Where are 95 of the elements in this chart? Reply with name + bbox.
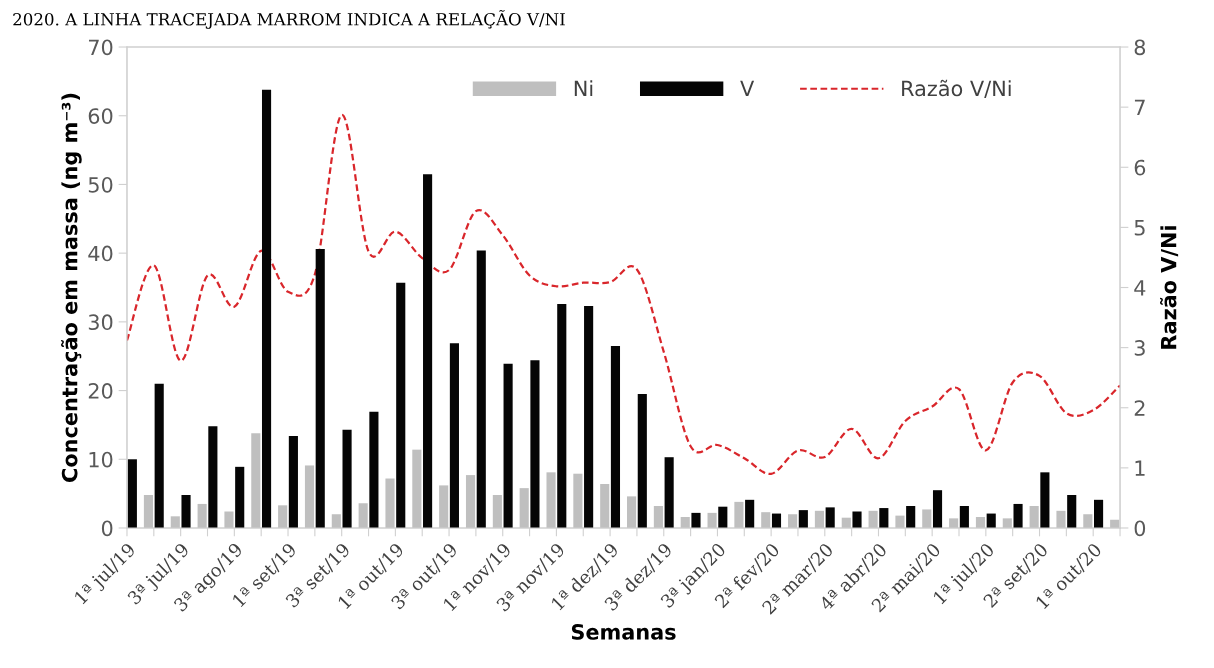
bar <box>476 250 486 528</box>
bar <box>975 516 986 528</box>
bar <box>745 499 755 528</box>
bar <box>503 363 513 528</box>
bar <box>181 495 191 528</box>
bar <box>1056 510 1066 528</box>
bar <box>610 345 621 528</box>
bar <box>235 466 245 528</box>
bar <box>637 394 647 528</box>
legend-label: V <box>740 80 755 97</box>
bar <box>369 411 379 528</box>
y-tick-label: 60 <box>88 108 113 124</box>
bar <box>546 472 556 528</box>
bar <box>557 304 567 528</box>
bar <box>664 457 674 528</box>
bar <box>251 433 261 528</box>
bar <box>530 360 540 528</box>
bar <box>653 506 663 528</box>
bar <box>788 514 798 528</box>
bar <box>895 515 905 528</box>
bar <box>718 506 728 528</box>
bar <box>932 490 943 528</box>
bar <box>825 507 835 528</box>
bar <box>852 511 862 528</box>
bar <box>208 426 218 528</box>
bar <box>680 516 690 528</box>
bar <box>197 503 207 528</box>
bar <box>465 475 476 528</box>
bar <box>1029 506 1039 528</box>
bar <box>1067 495 1077 528</box>
bar <box>315 249 325 528</box>
y2-tick-label: 3 <box>1134 340 1145 356</box>
x-axis-title: Semanas <box>571 624 676 640</box>
bar <box>492 495 502 528</box>
y-tick-label: 0 <box>101 520 113 537</box>
y2-tick-label: 0 <box>1134 520 1146 537</box>
y2-axis-title: Razão V/Ni <box>1160 226 1179 349</box>
bar <box>1002 518 1012 528</box>
bar <box>879 508 889 528</box>
bar <box>331 514 341 528</box>
bar <box>449 343 459 528</box>
bar <box>154 383 164 528</box>
bar <box>261 89 272 528</box>
bar <box>949 518 959 528</box>
bar <box>922 509 932 528</box>
bar <box>1094 499 1104 528</box>
bar <box>600 484 610 528</box>
bar <box>691 512 701 528</box>
legend-label: Ni <box>574 80 593 97</box>
bar <box>868 510 878 528</box>
bar <box>573 473 583 528</box>
bar <box>358 503 368 528</box>
bar <box>288 435 298 528</box>
y2-tick-label: 2 <box>1134 400 1145 416</box>
bar <box>278 505 288 528</box>
bar <box>761 512 771 528</box>
bar <box>707 512 717 528</box>
y2-tick-label: 4 <box>1134 280 1146 296</box>
text: 2020. A LINHA TRACEJADA MARROM INDICA A RELAÇÃO V/NI <box>13 10 565 29</box>
bar <box>734 501 744 528</box>
bar <box>143 495 154 528</box>
bar <box>959 506 969 528</box>
y-tick-label: 20 <box>88 383 113 399</box>
bar <box>423 174 433 528</box>
y-tick-label: 50 <box>88 176 113 193</box>
bar <box>342 429 352 528</box>
y2-tick-label: 7 <box>1134 99 1145 116</box>
y-tick-label: 30 <box>88 314 113 331</box>
legend-label: Razão V/Ni <box>902 79 1011 98</box>
bar <box>439 485 449 528</box>
bar <box>224 511 234 528</box>
bar <box>519 488 529 528</box>
bar <box>1083 514 1093 528</box>
bar <box>584 306 594 528</box>
bar <box>412 449 422 528</box>
bar <box>385 478 395 528</box>
bar <box>396 282 406 528</box>
y2-tick-label: 1 <box>1135 460 1145 476</box>
bar <box>1013 503 1023 528</box>
bar <box>627 496 637 528</box>
y-tick-label: 70 <box>88 39 113 56</box>
bar <box>170 516 180 528</box>
bar <box>1040 472 1050 528</box>
y-tick-label: 40 <box>88 245 113 262</box>
y-axis-title: Concentração em massa (ng m⁻³) <box>61 93 82 482</box>
bar <box>798 510 808 528</box>
y-tick-label: 10 <box>89 451 113 468</box>
y2-tick-label: 5 <box>1134 220 1145 236</box>
bar <box>304 465 315 528</box>
bar <box>814 510 824 528</box>
y2-tick-label: 6 <box>1134 159 1146 176</box>
line-series <box>126 113 1121 475</box>
bar <box>906 506 916 528</box>
y2-tick-label: 8 <box>1134 39 1146 56</box>
bar <box>127 459 137 528</box>
